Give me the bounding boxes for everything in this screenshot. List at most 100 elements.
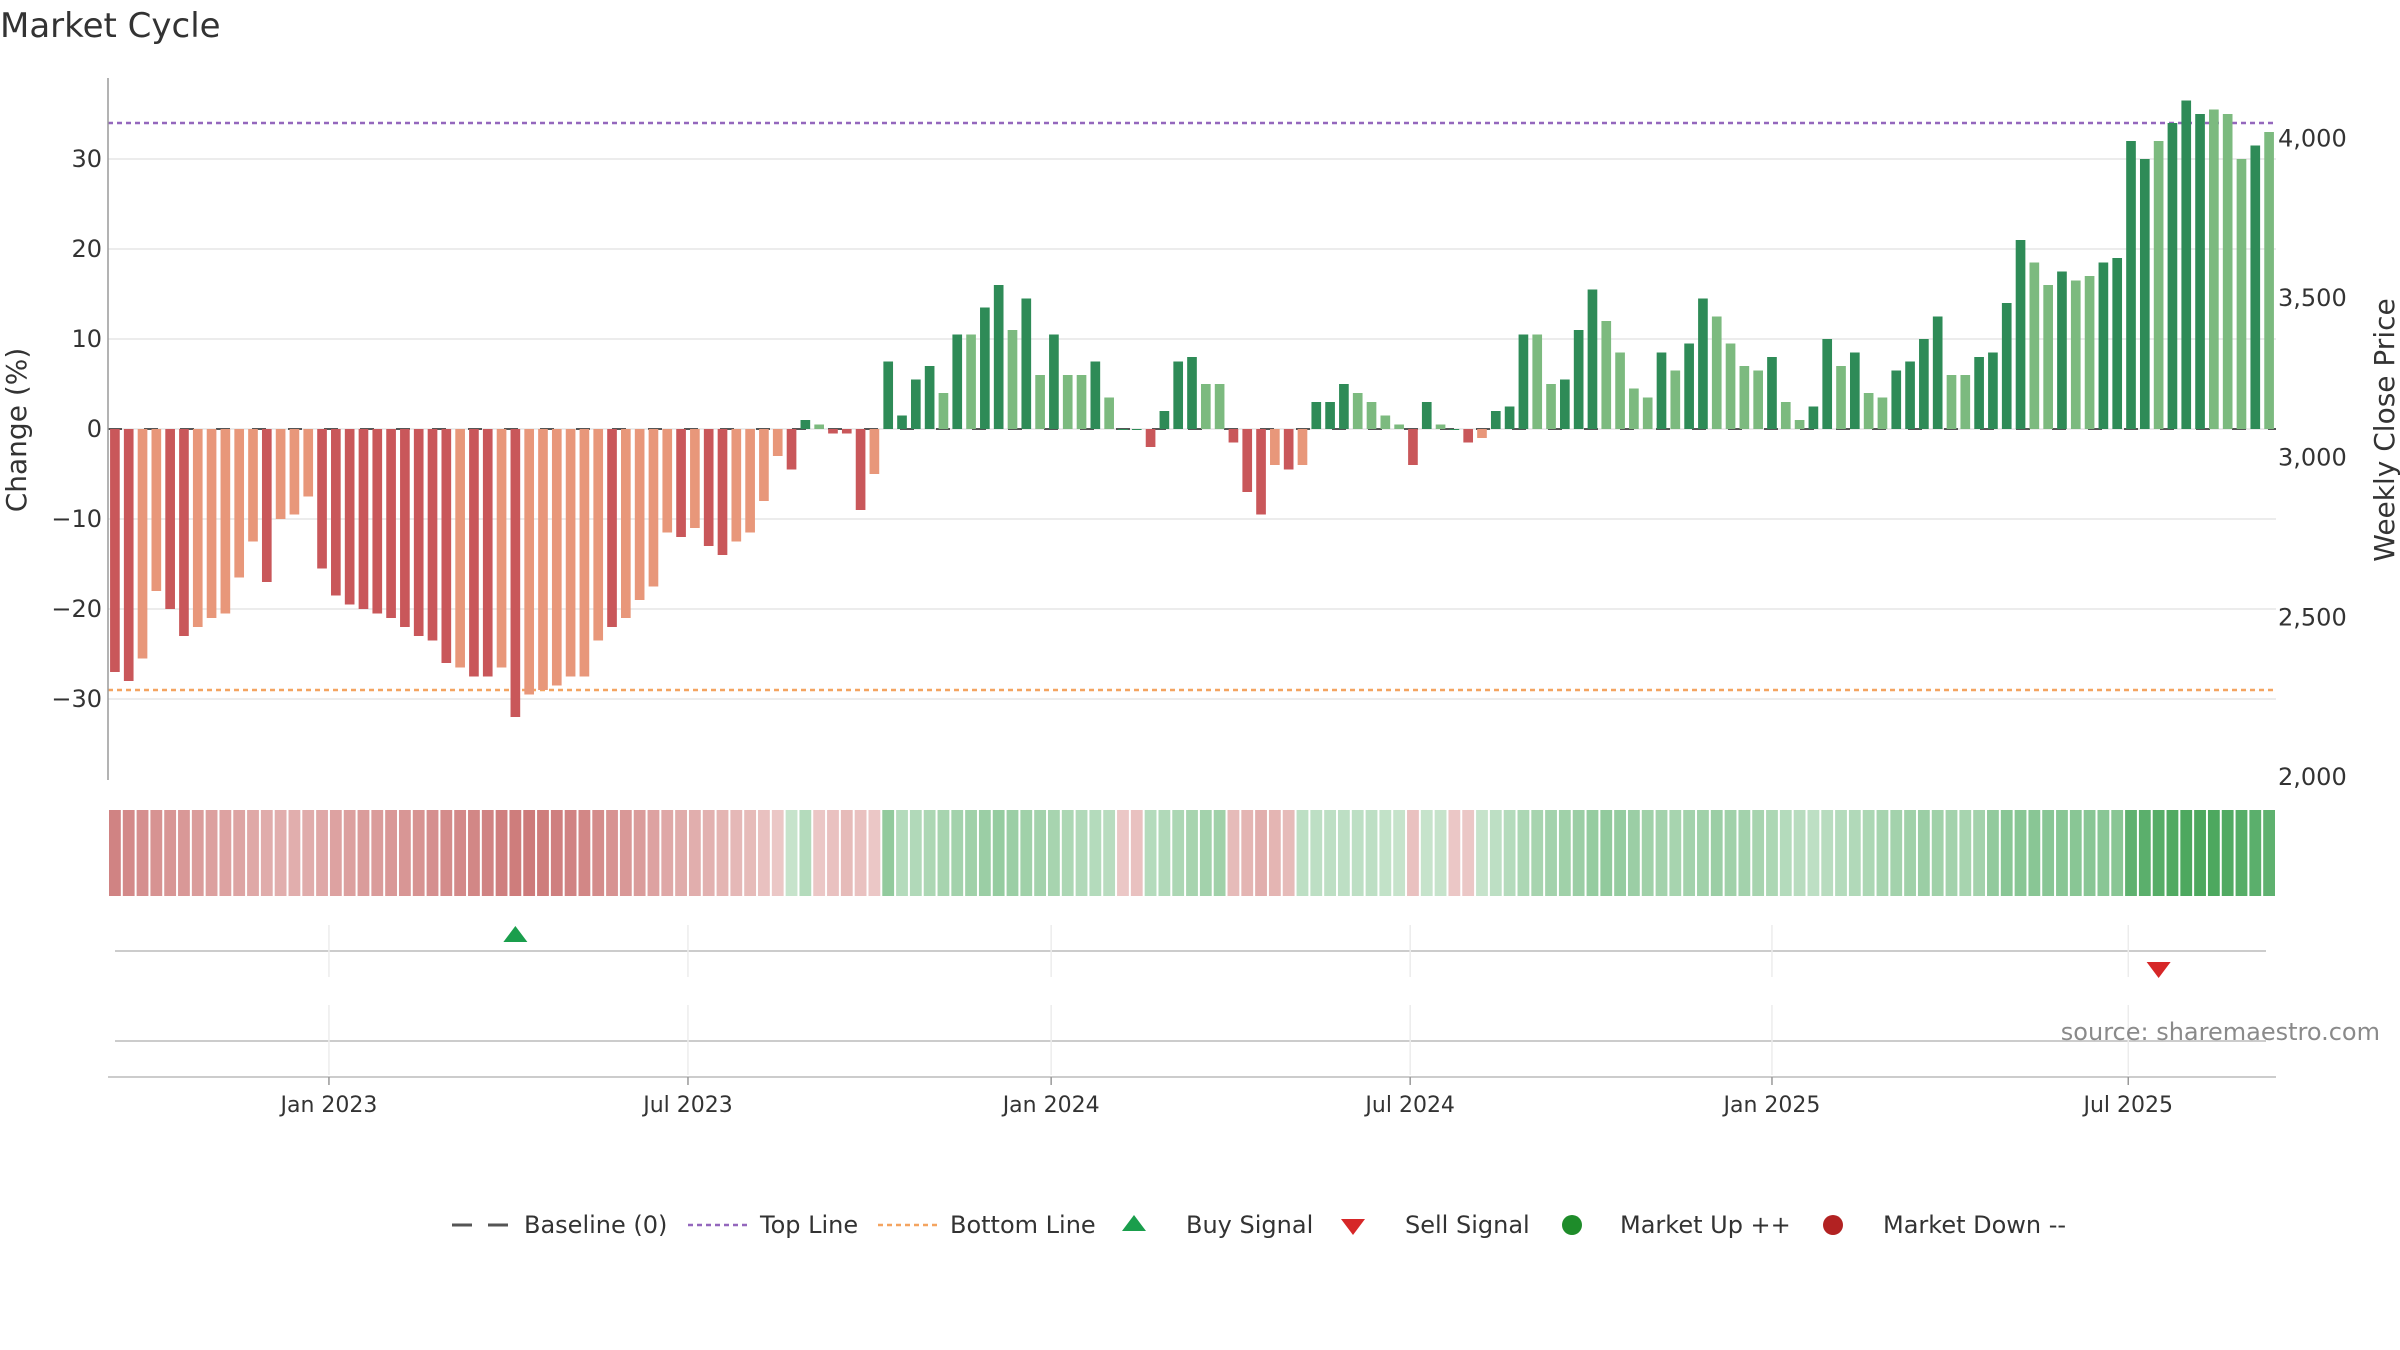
heat-cell <box>178 810 190 896</box>
legend-label: Buy Signal <box>1186 1211 1313 1239</box>
bar <box>593 429 604 641</box>
heat-cell <box>1103 810 1116 896</box>
bar <box>2222 114 2233 429</box>
bar <box>1408 429 1418 465</box>
bar <box>1656 352 1667 429</box>
heat-cell <box>1917 810 1930 896</box>
bar <box>2029 262 2040 429</box>
bar <box>621 429 631 618</box>
bar <box>1849 352 1860 429</box>
heat-cell <box>550 810 563 896</box>
bar <box>607 429 617 627</box>
heat-cell <box>1655 810 1668 896</box>
bar <box>2098 262 2109 429</box>
date-tick-label: Jul 2024 <box>1363 1093 1455 1118</box>
heat-cell <box>1006 810 1019 896</box>
heat-cell <box>951 810 964 896</box>
heat-cell <box>1545 810 1557 896</box>
bar <box>1932 316 1943 429</box>
heat-cell <box>302 810 315 896</box>
heat-cell <box>1931 810 1944 896</box>
heat-cell <box>2056 810 2068 896</box>
bar <box>1532 334 1543 429</box>
heat-cell <box>992 810 1005 896</box>
bar <box>1711 316 1722 429</box>
heat-cell <box>1821 810 1834 896</box>
bar <box>331 429 341 596</box>
heat-cell <box>1310 810 1323 896</box>
heat-cell <box>1489 810 1502 896</box>
bar <box>1242 429 1253 492</box>
heat-cell <box>412 810 425 896</box>
heat-cell <box>1324 810 1336 896</box>
heat-cell <box>1199 810 1212 896</box>
heat-cell <box>2000 810 2013 896</box>
heat-cell <box>288 810 301 896</box>
axes: 30 20 10 0 −10 −20 −30 4,000 3,500 3,000 2,500 2,00… <box>51 78 2347 791</box>
heat-cell <box>1061 810 1074 896</box>
bar <box>1560 379 1570 429</box>
bar <box>814 424 824 429</box>
heat-cell <box>1020 810 1033 896</box>
y2-tick-label: 3,000 <box>2278 444 2347 472</box>
heat-cell <box>260 810 273 896</box>
signal-rows <box>115 925 2266 1075</box>
heat-cell <box>1351 810 1364 896</box>
heat-cell <box>1876 810 1889 896</box>
heat-cell <box>1296 810 1309 896</box>
heat-cell <box>1862 810 1875 896</box>
bar <box>731 429 742 542</box>
legend-sell-swatch <box>1341 1219 1365 1235</box>
legend-label: Top Line <box>759 1211 858 1239</box>
heat-cell <box>1227 810 1240 896</box>
bar <box>2264 132 2274 429</box>
heat-cell <box>2069 810 2082 896</box>
bar <box>717 429 728 555</box>
bar <box>386 429 396 618</box>
legend-up-swatch <box>1562 1215 1582 1235</box>
heat-cell <box>1683 810 1696 896</box>
bar <box>676 429 686 537</box>
bar <box>1352 393 1363 429</box>
bar <box>1311 402 1322 429</box>
heat-cell <box>343 810 356 896</box>
heat-cell <box>1531 810 1544 896</box>
bar <box>828 429 838 434</box>
heat-cell <box>1462 810 1475 896</box>
heat-cell <box>1034 810 1047 896</box>
bar <box>372 429 383 614</box>
bar <box>1504 406 1515 429</box>
heat-cell <box>1627 810 1640 896</box>
buy-signal-marker <box>503 926 528 942</box>
bar <box>2167 123 2178 429</box>
legend-label: Baseline (0) <box>524 1211 667 1239</box>
bar <box>2070 280 2081 429</box>
heat-cell <box>1835 810 1847 896</box>
bar <box>579 429 590 677</box>
heat-cell <box>1600 810 1613 896</box>
bar <box>966 334 976 429</box>
bar <box>1960 375 1971 429</box>
bar <box>2043 285 2053 429</box>
bar <box>469 429 479 677</box>
heat-cell <box>537 810 549 896</box>
bar <box>869 429 880 474</box>
bar <box>1449 429 1460 430</box>
bar <box>538 429 548 690</box>
bar <box>1256 429 1266 515</box>
heat-cell <box>2097 810 2110 896</box>
heat-cell <box>909 810 922 896</box>
heat-cell <box>896 810 908 896</box>
heat-cell <box>2125 810 2137 896</box>
heat-cell <box>2235 810 2248 896</box>
bar <box>110 429 120 672</box>
heat-cell <box>2180 810 2193 896</box>
heat-cell <box>1779 810 1792 896</box>
heat-cell <box>633 810 646 896</box>
y-tick-label: −30 <box>51 685 102 713</box>
bar <box>1836 366 1846 429</box>
bar <box>206 429 217 618</box>
heat-cell <box>1724 810 1737 896</box>
y-tick-label: 30 <box>71 145 102 173</box>
